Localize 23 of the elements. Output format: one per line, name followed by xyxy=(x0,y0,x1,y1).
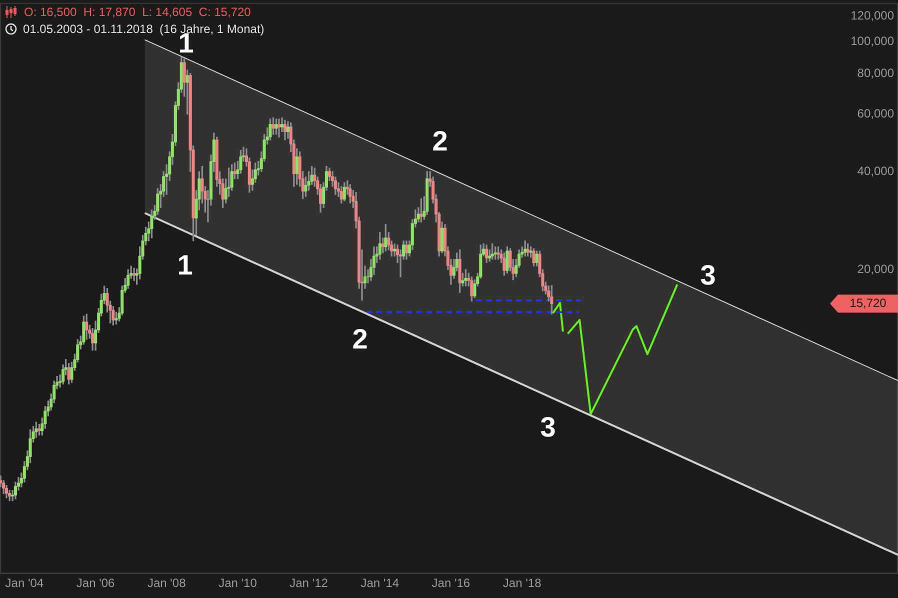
x-tick-label: Jan '08 xyxy=(147,576,186,590)
x-tick-label: Jan '12 xyxy=(290,576,328,590)
x-tick-label: Jan '16 xyxy=(432,576,470,590)
y-tick-label: 80,000 xyxy=(857,66,894,80)
y-tick-label: 20,000 xyxy=(857,262,894,276)
annotation: 3 xyxy=(700,260,716,291)
y-tick-label: 60,000 xyxy=(857,106,894,120)
candlestick xyxy=(277,118,281,138)
x-tick-label: Jan '10 xyxy=(218,576,258,590)
y-tick-label: 120,000 xyxy=(850,8,894,22)
y-tick-label: 40,000 xyxy=(857,164,894,178)
annotation: 2 xyxy=(352,324,368,355)
annotation: 3 xyxy=(540,412,556,443)
x-tick-label: Jan '06 xyxy=(76,576,116,590)
y-tick-label: 100,000 xyxy=(850,34,894,48)
x-tick-label: Jan '04 xyxy=(5,576,44,590)
annotation: 1 xyxy=(177,250,193,281)
x-tick-label: Jan '18 xyxy=(502,576,542,590)
chart-title: O: 16,500 H: 17,870 L: 14,605 C: 15,720 xyxy=(24,4,251,20)
x-tick-label: Jan '14 xyxy=(360,576,400,590)
text: 01.05.2003 - 01.11.2018 (16 Jahre, 1 Monat) xyxy=(23,21,264,36)
annotation: 15,720 xyxy=(850,296,887,310)
annotation: 2 xyxy=(432,126,448,157)
